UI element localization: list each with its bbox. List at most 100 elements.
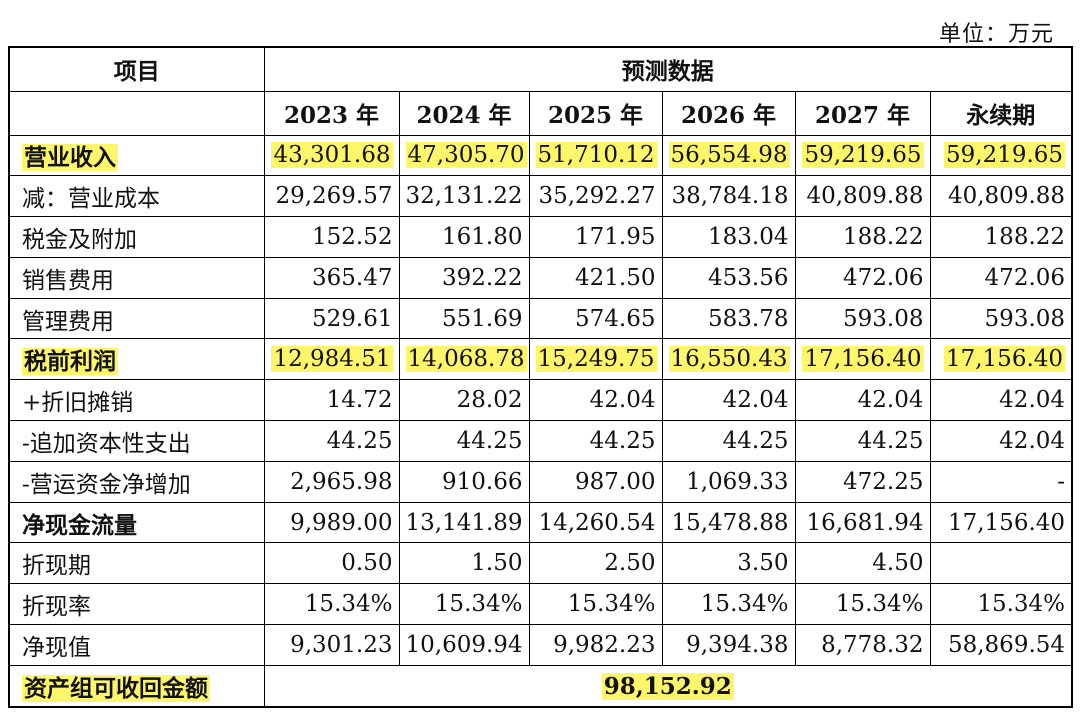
row-label: 营业收入 xyxy=(22,144,118,172)
row-label: -营运资金净增加 xyxy=(22,471,191,498)
table-row: 销售费用 365.47 392.22 421.50 453.56 472.06 472.06 xyxy=(8,256,1073,299)
value-cell: 28.02 xyxy=(398,379,530,422)
cell-value: 15,478.88 xyxy=(671,509,789,536)
value-cell: 29,269.57 xyxy=(263,175,400,218)
value-cell: 9,982.23 xyxy=(528,624,663,666)
value-cell: 42.04 xyxy=(929,379,1073,422)
value-cell: 1,069.33 xyxy=(661,460,796,503)
value-cell: 9,989.00 xyxy=(263,501,400,544)
row-label-cell: 净现金流量 xyxy=(8,501,265,544)
total-label-cell: 资产组可收回金额 xyxy=(8,664,265,708)
value-cell: 42.04 xyxy=(929,420,1073,462)
row-label-cell: 折现期 xyxy=(8,542,265,585)
cell-value: 14,068.78 xyxy=(405,346,527,373)
cell-value: 17,156.40 xyxy=(947,509,1066,536)
value-cell: 14.72 xyxy=(263,379,400,422)
cell-value: 0.50 xyxy=(341,550,393,577)
cell-value: 42.04 xyxy=(999,387,1066,414)
header-row-group: 项目 预测数据 xyxy=(8,46,1073,92)
cell-value: 15.34% xyxy=(977,591,1066,618)
cell-value: 28.02 xyxy=(456,387,523,414)
cell-value: 188.22 xyxy=(843,223,924,250)
table-row: 净现金流量 9,989.00 13,141.89 14,260.54 15,478.88… xyxy=(8,501,1073,544)
value-cell: 16,550.43 xyxy=(661,338,796,381)
value-cell: 17,156.40 xyxy=(794,338,931,381)
row-label-cell: 税金及附加 xyxy=(8,216,265,258)
total-value: 98,152.92 xyxy=(601,672,734,700)
cell-value: 17,156.40 xyxy=(802,346,924,373)
value-cell: 42.04 xyxy=(528,379,663,422)
value-cell: 47,305.70 xyxy=(398,134,530,177)
value-cell: 161.80 xyxy=(398,216,530,258)
cell-value: 44.25 xyxy=(326,427,393,454)
forecast-table: 项目 预测数据 2023 年 2024 年 2025 年 2026 年 2027… xyxy=(8,46,1074,709)
cell-value: 152.52 xyxy=(312,223,393,250)
row-label-cell: +折旧摊销 xyxy=(8,379,265,422)
value-cell: 12,984.51 xyxy=(263,338,400,381)
table-row: 折现率 15.34% 15.34% 15.34% 15.34% 15.34% 15.34% xyxy=(8,583,1073,626)
cell-value: 574.65 xyxy=(575,305,656,332)
cell-value: 9,989.00 xyxy=(290,509,393,536)
table-row: 税金及附加 152.52 161.80 171.95 183.04 188.22 188.2… xyxy=(8,216,1073,258)
value-cell: 392.22 xyxy=(398,256,530,299)
cell-value: 453.56 xyxy=(708,264,789,291)
cell-value: 593.08 xyxy=(984,305,1066,332)
value-cell: 8,778.32 xyxy=(794,624,931,666)
table-row: 税前利润 12,984.51 14,068.78 15,249.75 16,550.43… xyxy=(8,338,1073,381)
row-label-cell: 营业收入 xyxy=(8,134,265,177)
value-cell: 17,156.40 xyxy=(929,501,1073,544)
cell-value: 59,219.65 xyxy=(943,142,1066,169)
cell-value: 47,305.70 xyxy=(405,142,527,169)
row-label: 减：营业成本 xyxy=(22,186,160,213)
cell-value: 15.34% xyxy=(835,591,924,618)
cell-value: 38,784.18 xyxy=(671,183,789,210)
value-cell: 35,292.27 xyxy=(528,175,663,218)
year-header-blank xyxy=(8,90,265,136)
row-label-cell: 销售费用 xyxy=(8,256,265,299)
table-row: 折现期 0.50 1.50 2.50 3.50 4.50 xyxy=(8,542,1073,585)
cell-value: 17,156.40 xyxy=(943,346,1066,373)
value-cell: 15.34% xyxy=(661,583,796,626)
cell-value: 15,249.75 xyxy=(535,346,657,373)
value-cell: 42.04 xyxy=(661,379,796,422)
value-cell: 421.50 xyxy=(528,256,663,299)
value-cell: 51,710.12 xyxy=(528,134,663,177)
cell-value: 14,260.54 xyxy=(538,509,656,536)
cell-value: 42.04 xyxy=(857,387,924,414)
cell-value: 42.04 xyxy=(999,427,1066,454)
cell-value: 12,984.51 xyxy=(271,346,393,373)
item-header: 项目 xyxy=(8,46,265,92)
cell-value: 35,292.27 xyxy=(538,183,656,210)
year-header: 永续期 xyxy=(929,90,1073,136)
row-label: 税前利润 xyxy=(22,348,118,376)
cell-value: 40,809.88 xyxy=(806,183,924,210)
value-cell: 472.06 xyxy=(794,256,931,299)
row-label-cell: -追加资本性支出 xyxy=(8,420,265,462)
value-cell: 183.04 xyxy=(661,216,796,258)
cell-value: 44.25 xyxy=(456,427,523,454)
value-cell: 987.00 xyxy=(528,460,663,503)
value-cell: 15.34% xyxy=(263,583,400,626)
cell-value: 593.08 xyxy=(843,305,924,332)
value-cell: 2.50 xyxy=(528,542,663,585)
cell-value: 9,982.23 xyxy=(553,631,656,658)
cell-value: 59,219.65 xyxy=(802,142,924,169)
cell-value: 1.50 xyxy=(471,550,523,577)
cell-value: 32,131.22 xyxy=(405,183,523,210)
value-cell: 1.50 xyxy=(398,542,530,585)
table-row: 净现值 9,301.23 10,609.94 9,982.23 9,394.38 8,77… xyxy=(8,624,1073,666)
row-label: 税金及附加 xyxy=(22,226,137,253)
value-cell xyxy=(929,542,1073,585)
table-row: 管理费用 529.61 551.69 574.65 583.78 593.08 593.08 xyxy=(8,297,1073,340)
cell-value: - xyxy=(1057,468,1066,495)
cell-value: 42.04 xyxy=(589,387,656,414)
cell-value: 529.61 xyxy=(312,305,393,332)
cell-value: 13,141.89 xyxy=(405,509,523,536)
cell-value: 392.22 xyxy=(442,264,523,291)
row-label-cell: 减：营业成本 xyxy=(8,175,265,218)
cell-value: 15.34% xyxy=(700,591,789,618)
row-label: 销售费用 xyxy=(22,267,114,294)
value-cell: 16,681.94 xyxy=(794,501,931,544)
table-row: +折旧摊销 14.72 28.02 42.04 42.04 42.04 42.04 xyxy=(8,379,1073,422)
value-cell: 44.25 xyxy=(794,420,931,462)
